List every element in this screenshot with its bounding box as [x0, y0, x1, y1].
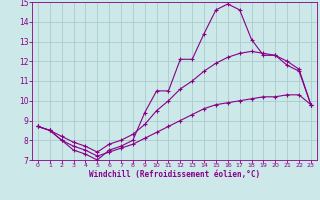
- X-axis label: Windchill (Refroidissement éolien,°C): Windchill (Refroidissement éolien,°C): [89, 170, 260, 179]
